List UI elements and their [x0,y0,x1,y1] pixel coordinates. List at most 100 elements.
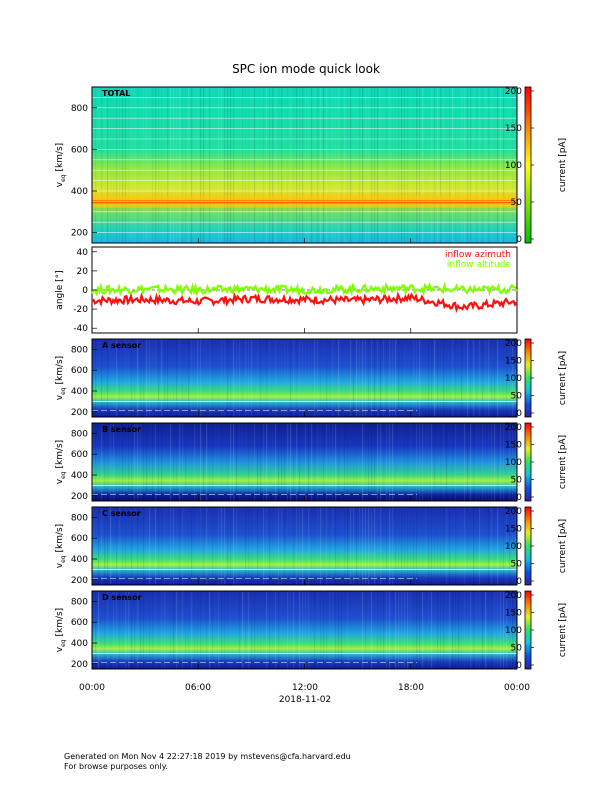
x-tick-label: 00:00 [79,683,105,693]
heatmap-column [437,507,439,585]
y-tick-label: 600 [71,618,88,628]
heatmap-column [308,507,310,585]
heatmap-column [155,591,156,669]
heatmap-column [284,423,286,501]
heatmap-column [326,339,328,417]
heatmap-column [464,87,466,243]
panel-label: A sensor [102,341,141,350]
heatmap-column [413,87,414,243]
heatmap-column [269,423,270,501]
heatmap-column [299,339,301,417]
heatmap-column [143,423,145,501]
heatmap-column [473,507,475,585]
heatmap-column [386,87,388,243]
heatmap-column [464,423,466,501]
y-tick-label: 800 [71,429,88,439]
heatmap-column [470,423,472,501]
heatmap-column [158,423,160,501]
heatmap-background [92,507,517,585]
heatmap-column [425,591,426,669]
heatmap-column [449,507,451,585]
heatmap-column [203,591,204,669]
heatmap-column [443,507,445,585]
heatmap-column [110,591,111,669]
colorbar-label: current [pA] [558,351,568,405]
heatmap-column [404,339,405,417]
heatmap-column [113,507,114,585]
heatmap-column [320,591,322,669]
heatmap-column [449,87,451,243]
heatmap-column [122,87,124,243]
heatmap-column [338,87,340,243]
heatmap-column [119,591,121,669]
y-axis-label: veq [km/s] [55,608,67,652]
heatmap-column [326,507,328,585]
heatmap-column [170,339,171,417]
heatmap-column [380,591,382,669]
colorbar-tick-label: 0 [516,493,522,503]
heatmap-column [386,339,388,417]
heatmap-column [356,87,357,243]
heatmap-column [266,507,268,585]
heatmap-column [224,507,226,585]
heatmap-column [146,339,148,417]
heatmap-column [95,339,97,417]
heatmap-column [338,339,340,417]
heatmap-column [170,423,172,501]
colorbar-tick-label: 100 [505,374,522,384]
heatmap-column [365,87,367,243]
heatmap-column [491,423,493,501]
heatmap-column [260,87,261,243]
heatmap-column [173,507,175,585]
heatmap-column [347,87,348,243]
heatmap-column [485,507,486,585]
heatmap-column [350,423,351,501]
heatmap-column [398,423,399,501]
heatmap-column [236,591,237,669]
heatmap-column [350,507,352,585]
heatmap-column [233,87,235,243]
heatmap-column [98,507,100,585]
heatmap-column [293,423,295,501]
heatmap-column [446,591,447,669]
heatmap-column [398,87,400,243]
heatmap-column [176,507,177,585]
panel-label: C sensor [102,509,141,518]
heatmap-column [110,339,111,417]
heatmap-column [341,591,343,669]
heatmap-column [230,339,231,417]
heatmap-column [341,423,342,501]
colorbar-tick-label: 100 [505,161,522,171]
heatmap-column [416,423,418,501]
heatmap-column [320,87,322,243]
heatmap-column [137,87,138,243]
heatmap-column [230,591,231,669]
y-tick-label: 40 [77,248,89,258]
heatmap-column [113,423,115,501]
heatmap-column [179,339,180,417]
heatmap-column [269,87,271,243]
heatmap-column [362,591,364,669]
heatmap-column [437,339,439,417]
heatmap-column [485,339,487,417]
heatmap-column [290,87,292,243]
heatmap-column [461,339,463,417]
heatmap-column [173,87,175,243]
heatmap-column [257,339,258,417]
heatmap-column [155,507,157,585]
heatmap-column [113,87,114,243]
heatmap-column [410,591,412,669]
heatmap-column [449,423,450,501]
colorbar-label: current [pA] [558,519,568,573]
heatmap-column [515,507,517,585]
heatmap-column [473,87,475,243]
heatmap-column [398,507,400,585]
heatmap-column [326,87,328,243]
heatmap-column [458,423,459,501]
heatmap-column [170,591,171,669]
heatmap-column [272,87,274,243]
heatmap-column [275,87,277,243]
heatmap-column [452,339,454,417]
heatmap-column [251,507,252,585]
heatmap-column [476,591,477,669]
